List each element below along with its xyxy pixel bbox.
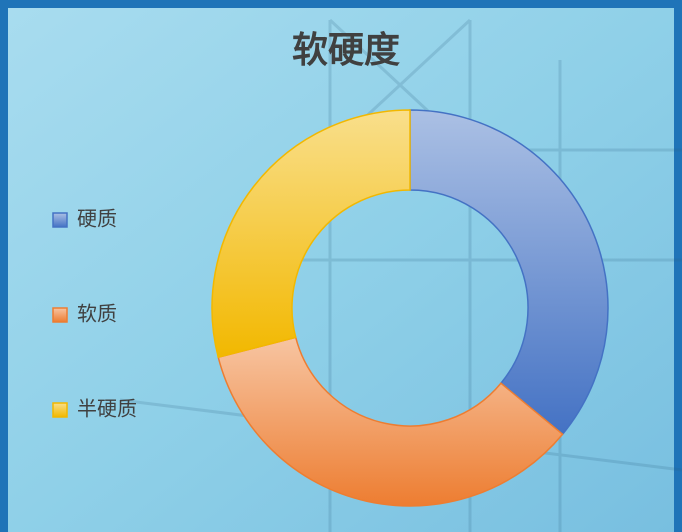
donut-segment: [217, 336, 564, 507]
legend-label: 半硬质: [77, 397, 137, 421]
legend-label: 硬质: [77, 207, 117, 231]
chart-title: 软硬度: [292, 30, 400, 71]
legend-swatch: [52, 402, 68, 418]
legend-swatch: [52, 212, 68, 228]
donut-segment: [211, 109, 411, 359]
legend-label: 软质: [77, 302, 117, 326]
legend-swatch: [52, 307, 68, 323]
donut-segment: [409, 109, 609, 436]
